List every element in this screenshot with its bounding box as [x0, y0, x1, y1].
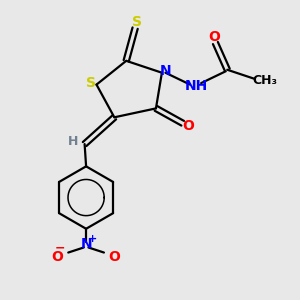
- Text: S: S: [86, 76, 96, 90]
- Text: NH: NH: [184, 79, 208, 93]
- Text: O: O: [183, 119, 195, 133]
- Text: H: H: [68, 135, 78, 148]
- Text: O: O: [208, 30, 220, 44]
- Text: O: O: [108, 250, 120, 264]
- Text: O: O: [51, 250, 63, 264]
- Text: N: N: [160, 64, 171, 78]
- Text: CH₃: CH₃: [252, 74, 277, 87]
- Text: −: −: [55, 242, 65, 255]
- Text: N: N: [80, 237, 92, 250]
- Text: +: +: [88, 234, 97, 244]
- Text: S: S: [132, 15, 142, 29]
